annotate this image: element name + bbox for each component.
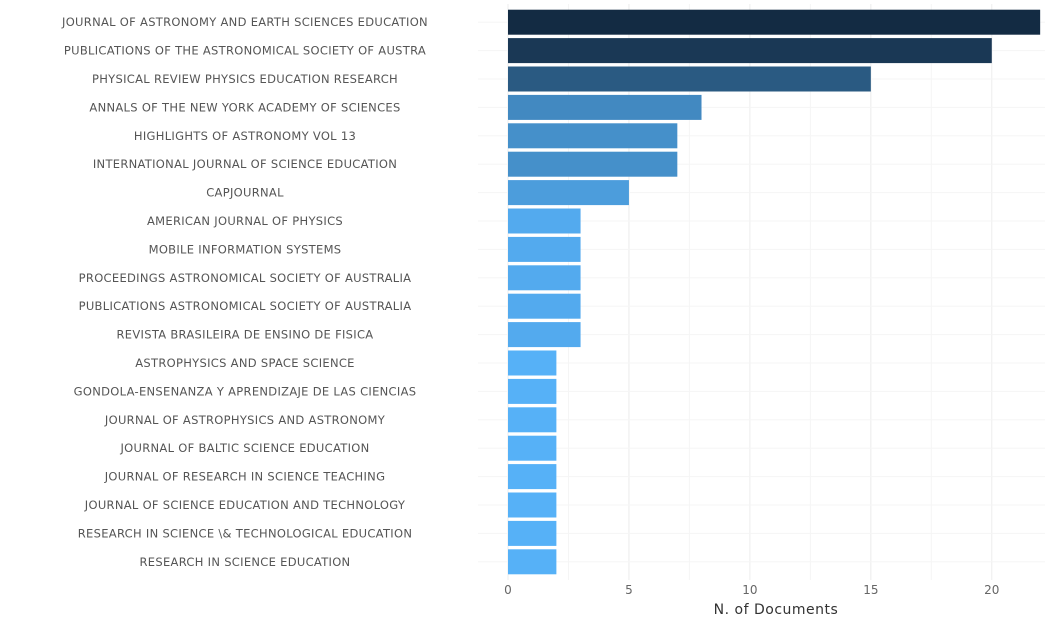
category-label: HIGHLIGHTS OF ASTRONOMY VOL 13	[134, 129, 356, 143]
category-label: JOURNAL OF RESEARCH IN SCIENCE TEACHING	[104, 470, 386, 484]
category-label: RESEARCH IN SCIENCE \& TECHNOLOGICAL EDU…	[78, 526, 412, 540]
bar	[508, 236, 581, 262]
bar	[508, 350, 557, 376]
bar	[508, 94, 702, 120]
category-label: PUBLICATIONS OF THE ASTRONOMICAL SOCIETY…	[64, 44, 426, 58]
category-label: INTERNATIONAL JOURNAL OF SCIENCE EDUCATI…	[93, 157, 397, 171]
bar	[508, 464, 557, 490]
category-label: PUBLICATIONS ASTRONOMICAL SOCIETY OF AUS…	[79, 299, 412, 313]
bar	[508, 9, 1041, 35]
category-label: REVISTA BRASILEIRA DE ENSINO DE FISICA	[117, 328, 374, 342]
bar	[508, 38, 992, 64]
bar	[508, 293, 581, 319]
bar	[508, 407, 557, 433]
category-label: JOURNAL OF ASTRONOMY AND EARTH SCIENCES …	[61, 15, 428, 29]
category-label: AMERICAN JOURNAL OF PHYSICS	[147, 214, 343, 228]
x-tick-labels: 0 5 10 15 20	[504, 583, 999, 597]
bar	[508, 208, 581, 234]
x-tick-label: 10	[742, 583, 757, 597]
bar	[508, 492, 557, 518]
x-tick-label: 5	[625, 583, 633, 597]
bar	[508, 180, 629, 206]
bar	[508, 378, 557, 404]
category-label: PHYSICAL REVIEW PHYSICS EDUCATION RESEAR…	[92, 72, 398, 86]
bar	[508, 520, 557, 546]
category-label: GONDOLA-ENSENANZA Y APRENDIZAJE DE LAS C…	[74, 384, 417, 398]
bar	[508, 123, 678, 149]
category-label: ASTROPHYSICS AND SPACE SCIENCE	[135, 356, 355, 370]
bar	[508, 151, 678, 177]
category-label: MOBILE INFORMATION SYSTEMS	[149, 242, 342, 256]
category-label: ANNALS OF THE NEW YORK ACADEMY OF SCIENC…	[89, 100, 400, 114]
category-label: PROCEEDINGS ASTRONOMICAL SOCIETY OF AUST…	[79, 271, 412, 285]
category-label: RESEARCH IN SCIENCE EDUCATION	[140, 555, 351, 569]
x-axis-title: N. of Documents	[714, 602, 839, 618]
category-labels: JOURNAL OF ASTRONOMY AND EARTH SCIENCES …	[61, 15, 428, 569]
bar	[508, 265, 581, 291]
bar	[508, 66, 871, 92]
category-label: JOURNAL OF ASTROPHYSICS AND ASTRONOMY	[104, 413, 386, 427]
bar	[508, 435, 557, 461]
x-tick-label: 15	[863, 583, 878, 597]
x-tick-label: 0	[504, 583, 512, 597]
category-label: JOURNAL OF SCIENCE EDUCATION AND TECHNOL…	[84, 498, 406, 512]
bar	[508, 549, 557, 575]
bar	[508, 322, 581, 348]
category-label: CAPJOURNAL	[206, 186, 284, 200]
bars	[508, 9, 1041, 575]
x-tick-label: 20	[984, 583, 999, 597]
category-label: JOURNAL OF BALTIC SCIENCE EDUCATION	[119, 441, 369, 455]
